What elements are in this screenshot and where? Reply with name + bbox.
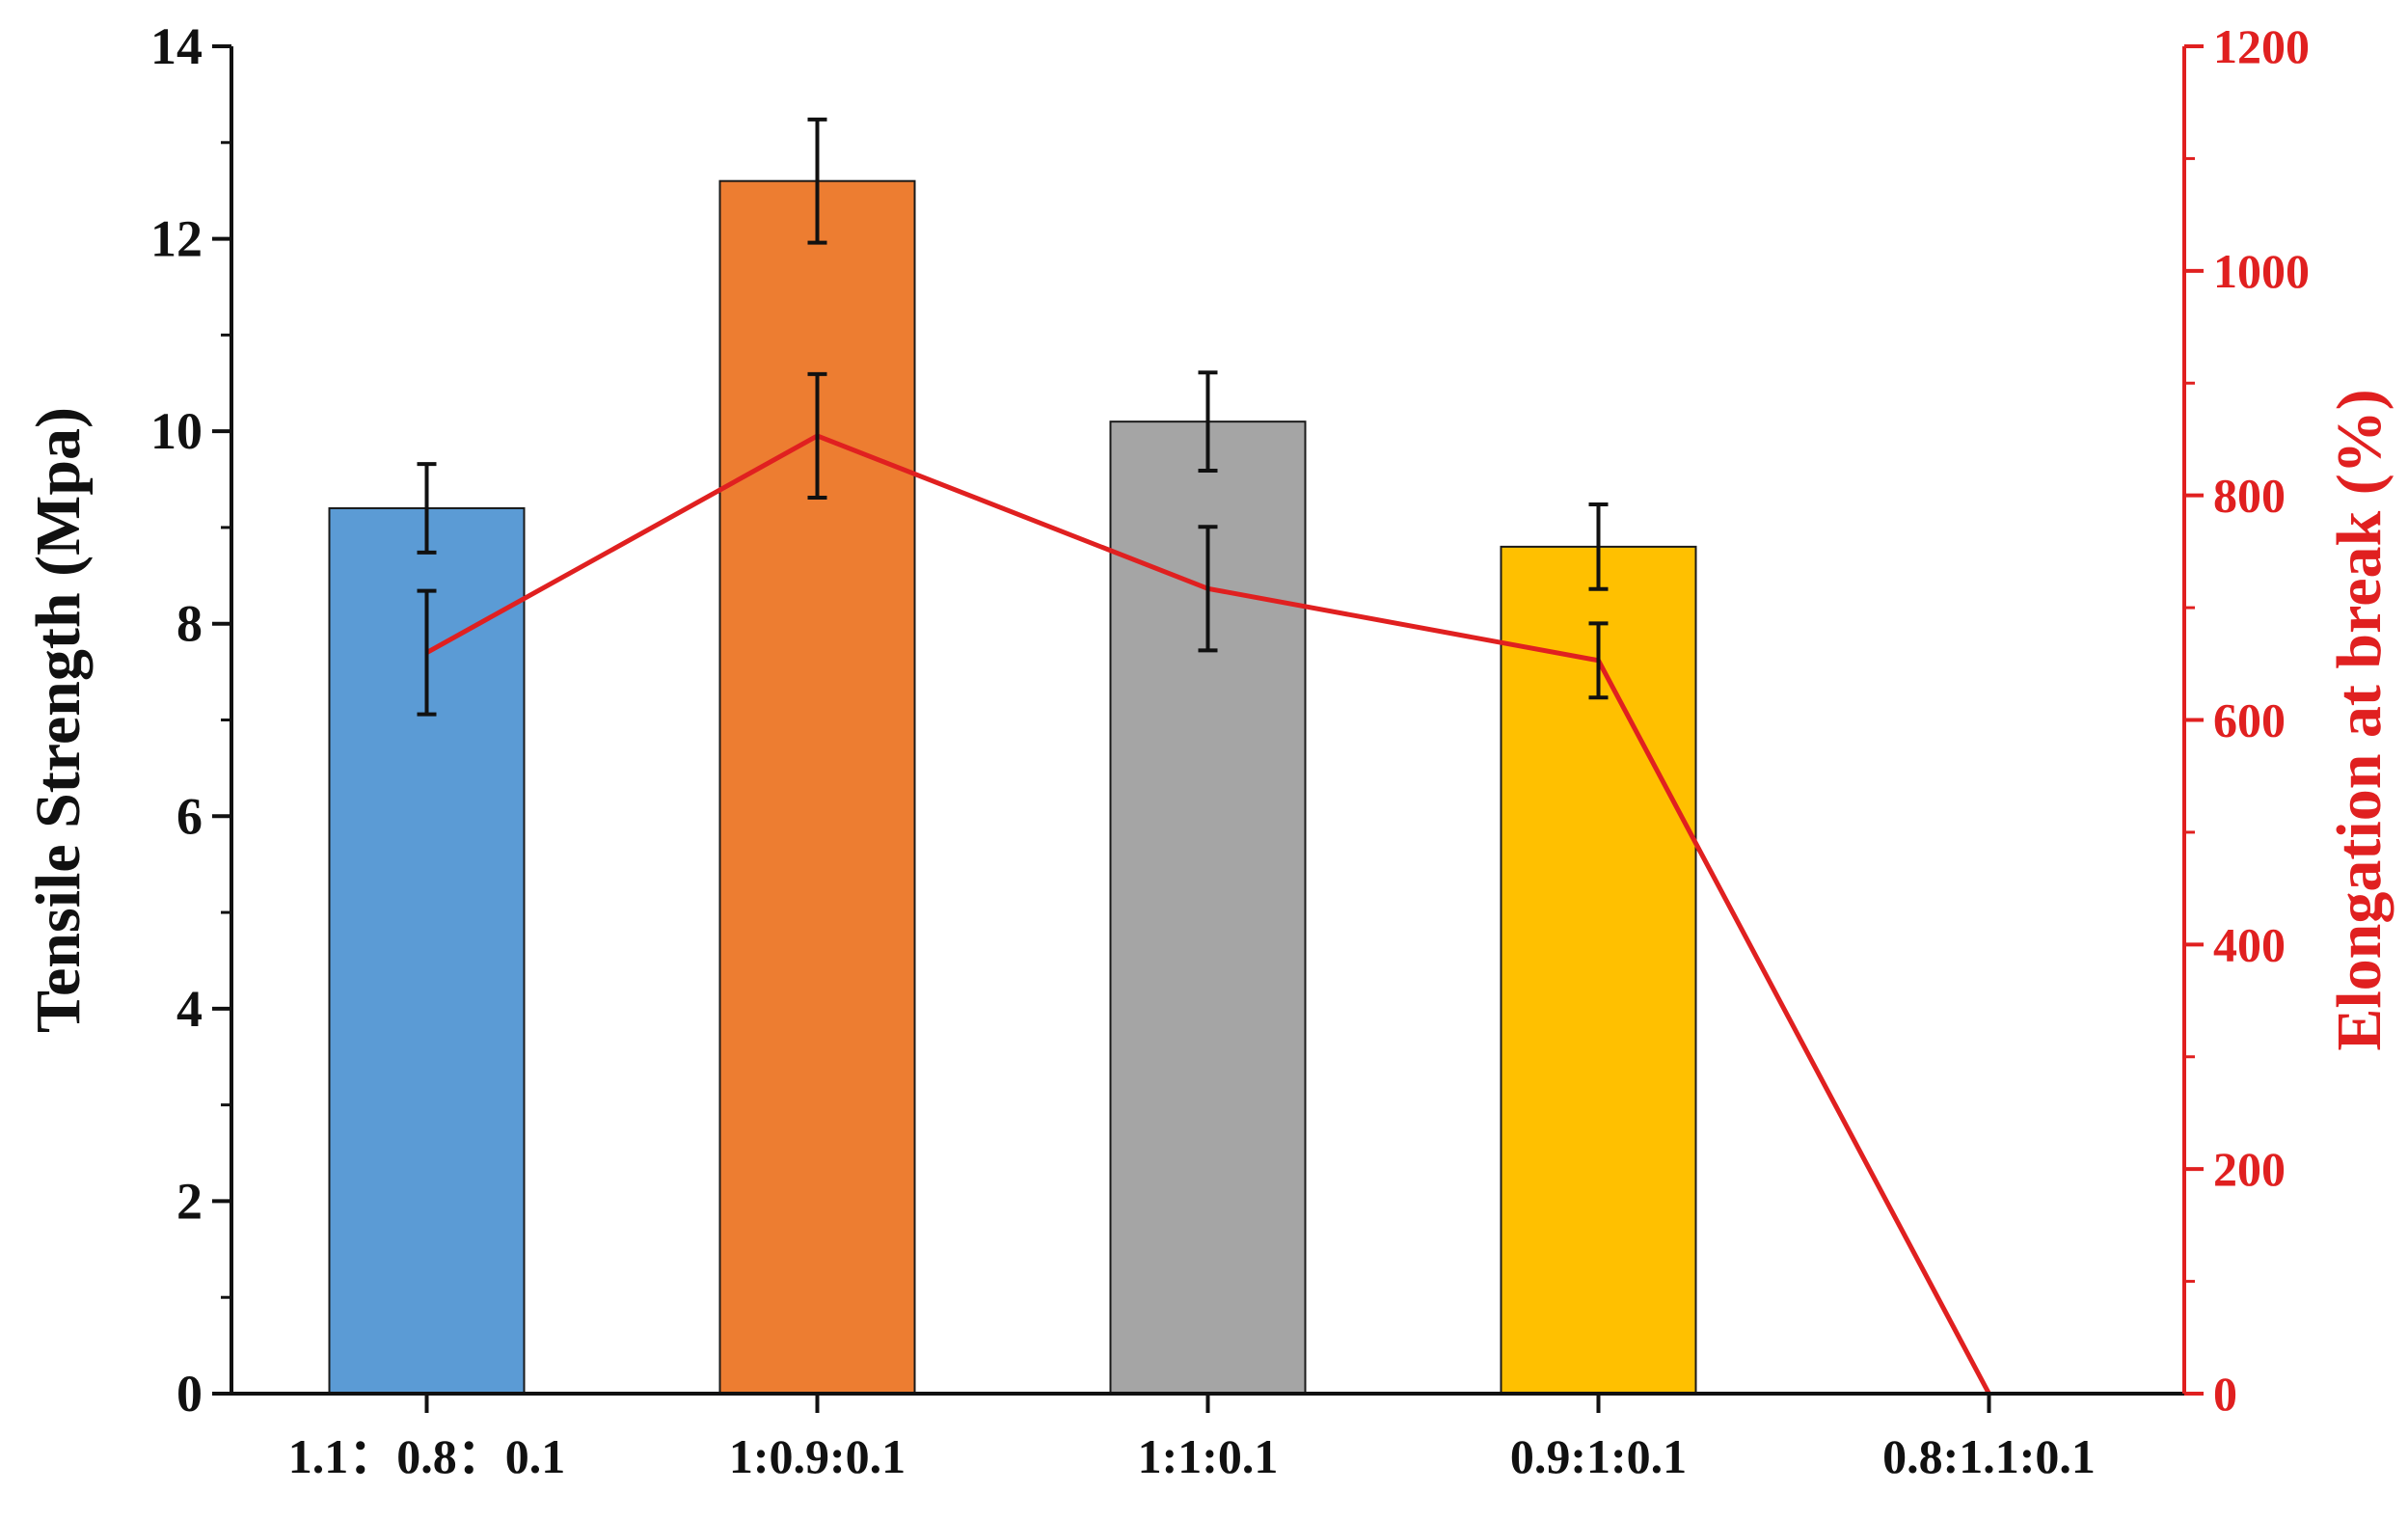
left-tick-label: 12	[150, 210, 203, 268]
left-axis-title: Tensile Strength (Mpa)	[23, 407, 94, 1033]
right-tick-label: 400	[2213, 917, 2286, 971]
bar-2	[718, 179, 916, 1396]
bar-error-3	[1198, 370, 1218, 474]
line-error-1	[417, 588, 437, 717]
category-label: 0.8:1.1:0.1	[1882, 1429, 2096, 1483]
right-tick-label: 600	[2213, 693, 2286, 747]
right-axis-title: Elongation at break (%)	[2324, 389, 2394, 1050]
bar-error-2	[807, 117, 827, 245]
category-label: 1:0.9:0.1	[729, 1429, 906, 1483]
right-tick-label: 1200	[2213, 19, 2310, 73]
left-tick-label: 2	[176, 1172, 203, 1230]
right-tick-label: 800	[2213, 469, 2286, 523]
left-tick-label: 14	[150, 17, 203, 75]
left-tick-label: 6	[176, 787, 203, 845]
bar-error-1	[417, 462, 437, 555]
bar-error-4	[1588, 502, 1609, 591]
right-tick-label: 1000	[2213, 244, 2310, 298]
left-tick-label: 4	[176, 980, 203, 1038]
right-tick-label: 200	[2213, 1142, 2286, 1196]
line-error-4	[1588, 621, 1609, 700]
category-label: 1.1：0.8：0.1	[288, 1429, 566, 1483]
category-label: 1:1:0.1	[1138, 1429, 1279, 1483]
left-tick-label: 10	[150, 402, 203, 460]
left-tick-label: 0	[176, 1365, 203, 1423]
line-error-3	[1198, 525, 1218, 653]
right-tick-label: 0	[2213, 1367, 2237, 1421]
line-error-2	[807, 371, 827, 500]
left-tick-label: 8	[176, 595, 203, 653]
category-label: 0.9:1:0.1	[1510, 1429, 1687, 1483]
